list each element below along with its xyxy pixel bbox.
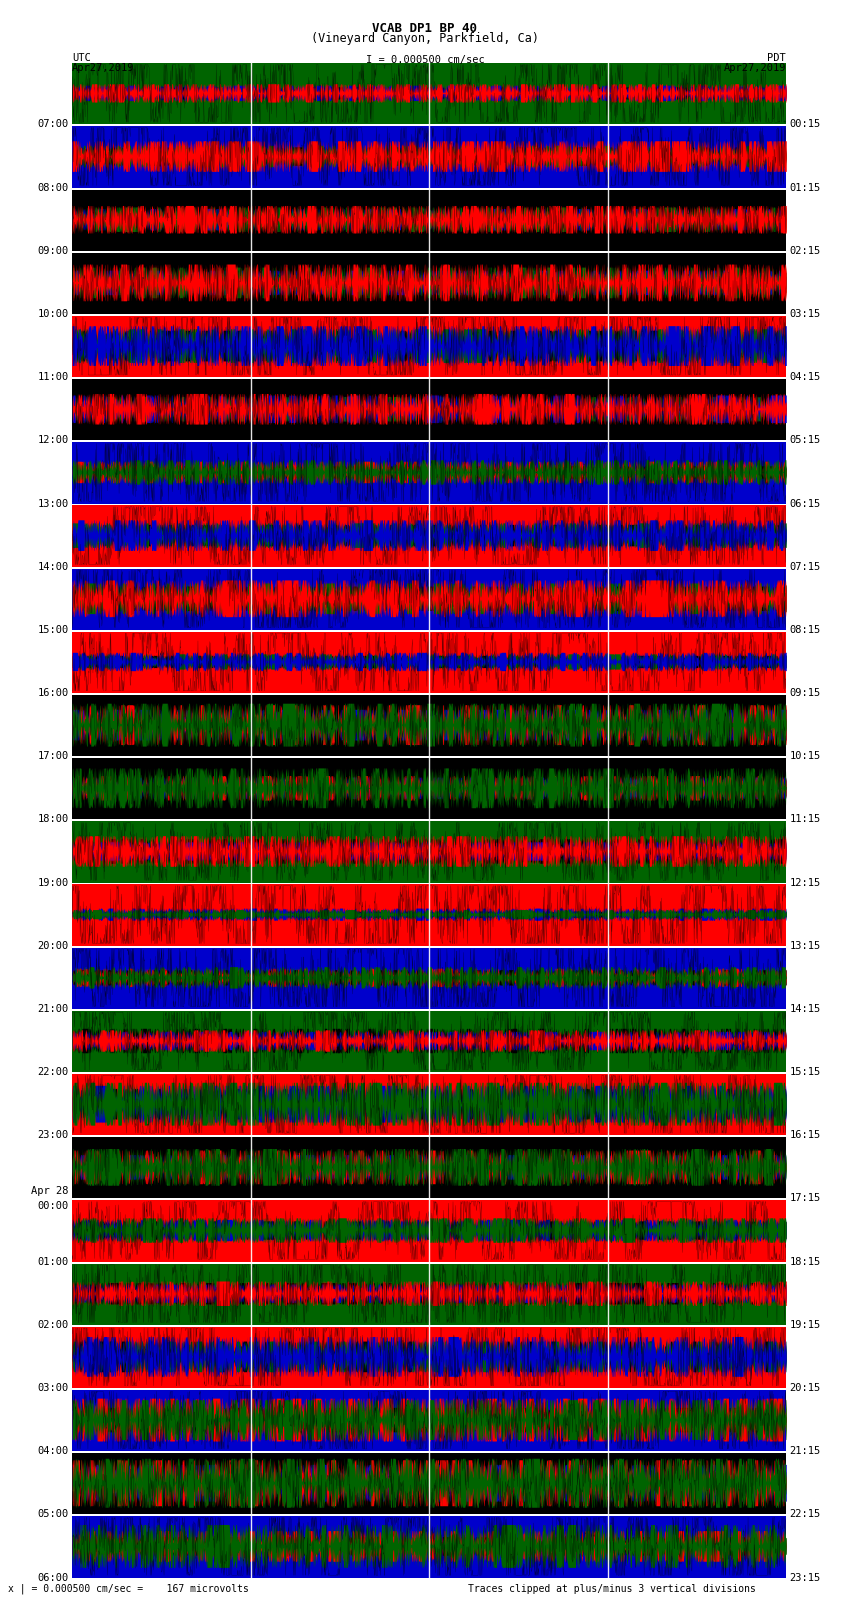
Text: 23:00: 23:00 xyxy=(37,1131,69,1140)
Text: 05:15: 05:15 xyxy=(790,436,821,445)
Text: 18:15: 18:15 xyxy=(790,1257,821,1266)
Text: 17:15: 17:15 xyxy=(790,1194,821,1203)
Text: 00:15: 00:15 xyxy=(790,119,821,129)
Text: PDT: PDT xyxy=(768,53,786,63)
Text: 04:00: 04:00 xyxy=(37,1447,69,1457)
Text: 00:00: 00:00 xyxy=(37,1202,69,1211)
Text: 23:15: 23:15 xyxy=(790,1573,821,1582)
Text: 20:15: 20:15 xyxy=(790,1382,821,1394)
Text: 13:00: 13:00 xyxy=(37,498,69,508)
Text: 02:00: 02:00 xyxy=(37,1319,69,1329)
Text: 19:15: 19:15 xyxy=(790,1319,821,1329)
Text: 21:15: 21:15 xyxy=(790,1447,821,1457)
Text: 12:00: 12:00 xyxy=(37,436,69,445)
Text: I = 0.000500 cm/sec: I = 0.000500 cm/sec xyxy=(366,55,484,65)
Text: x | = 0.000500 cm/sec =    167 microvolts: x | = 0.000500 cm/sec = 167 microvolts xyxy=(8,1582,249,1594)
Text: 20:00: 20:00 xyxy=(37,940,69,950)
Text: Apr 28: Apr 28 xyxy=(31,1186,69,1195)
Text: Apr27,2019: Apr27,2019 xyxy=(72,63,135,73)
Text: 21:00: 21:00 xyxy=(37,1003,69,1015)
Text: 10:00: 10:00 xyxy=(37,310,69,319)
Text: 17:00: 17:00 xyxy=(37,752,69,761)
Text: (Vineyard Canyon, Parkfield, Ca): (Vineyard Canyon, Parkfield, Ca) xyxy=(311,32,539,45)
Text: 14:00: 14:00 xyxy=(37,561,69,571)
Text: 07:00: 07:00 xyxy=(37,119,69,129)
Text: 11:00: 11:00 xyxy=(37,373,69,382)
Text: 01:15: 01:15 xyxy=(790,182,821,192)
Text: 07:15: 07:15 xyxy=(790,561,821,571)
Text: 15:00: 15:00 xyxy=(37,624,69,636)
Text: 04:15: 04:15 xyxy=(790,373,821,382)
Text: 22:15: 22:15 xyxy=(790,1510,821,1519)
Text: Apr27,2019: Apr27,2019 xyxy=(723,63,786,73)
Text: 02:15: 02:15 xyxy=(790,245,821,256)
Text: 08:00: 08:00 xyxy=(37,182,69,192)
Text: 16:00: 16:00 xyxy=(37,689,69,698)
Text: 18:00: 18:00 xyxy=(37,815,69,824)
Text: VCAB DP1 BP 40: VCAB DP1 BP 40 xyxy=(372,21,478,35)
Text: 06:15: 06:15 xyxy=(790,498,821,508)
Text: 19:00: 19:00 xyxy=(37,877,69,887)
Text: 03:00: 03:00 xyxy=(37,1382,69,1394)
Text: 09:15: 09:15 xyxy=(790,689,821,698)
Text: 10:15: 10:15 xyxy=(790,752,821,761)
Text: 11:15: 11:15 xyxy=(790,815,821,824)
Text: 01:00: 01:00 xyxy=(37,1257,69,1266)
Text: 13:15: 13:15 xyxy=(790,940,821,950)
Text: 06:00: 06:00 xyxy=(37,1573,69,1582)
Text: UTC: UTC xyxy=(72,53,91,63)
Text: 15:15: 15:15 xyxy=(790,1068,821,1077)
Text: 14:15: 14:15 xyxy=(790,1003,821,1015)
Text: 12:15: 12:15 xyxy=(790,877,821,887)
Text: 16:15: 16:15 xyxy=(790,1131,821,1140)
Text: 05:00: 05:00 xyxy=(37,1510,69,1519)
Text: Traces clipped at plus/minus 3 vertical divisions: Traces clipped at plus/minus 3 vertical … xyxy=(468,1584,756,1594)
Text: 09:00: 09:00 xyxy=(37,245,69,256)
Text: 03:15: 03:15 xyxy=(790,310,821,319)
Text: 08:15: 08:15 xyxy=(790,624,821,636)
Text: 22:00: 22:00 xyxy=(37,1068,69,1077)
